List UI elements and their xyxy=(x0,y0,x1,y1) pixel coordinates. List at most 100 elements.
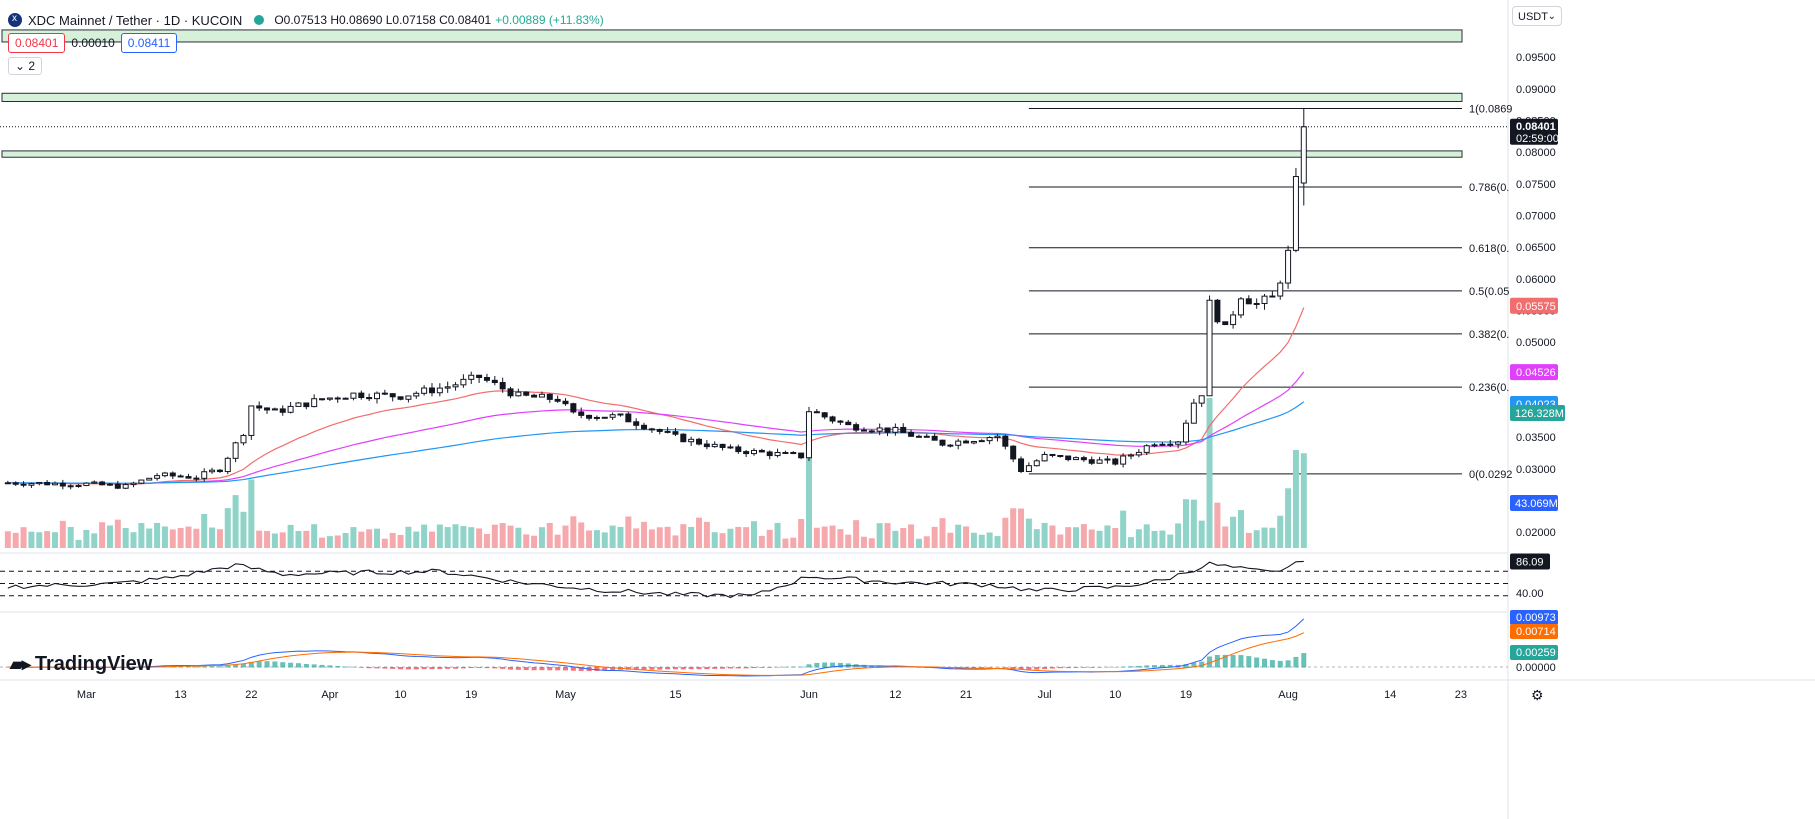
volume-bar xyxy=(319,537,326,548)
volume-bar xyxy=(829,525,836,548)
candle-body xyxy=(625,413,632,423)
candle-body xyxy=(20,483,27,486)
quote-row: 0.08401 0.00010 0.08411 xyxy=(8,33,178,53)
macd-histogram-bar xyxy=(1010,667,1016,669)
macd-histogram-bar xyxy=(1159,664,1165,668)
volume-bar xyxy=(1222,526,1229,548)
macd-histogram-bar xyxy=(602,667,608,671)
candle-body xyxy=(915,435,922,438)
rsi-value-label: 86.09 xyxy=(1516,556,1544,568)
macd-histogram-bar xyxy=(193,666,199,668)
volume-bar xyxy=(617,526,624,548)
macd-histogram-bar xyxy=(1049,667,1055,669)
volume-bar xyxy=(334,535,341,548)
volume-bar xyxy=(59,520,66,548)
macd-histogram-bar xyxy=(1057,667,1063,669)
candle-body xyxy=(75,485,82,488)
chart-header: XDC Mainnet / Tether · 1D · KUCOIN O0.07… xyxy=(8,9,604,31)
volume-bar xyxy=(209,527,216,548)
gear-icon[interactable]: ⚙ xyxy=(1531,687,1544,703)
candle-body xyxy=(130,482,137,486)
macd-histogram-bar xyxy=(1277,660,1283,668)
candle-body xyxy=(1253,302,1260,305)
macd-histogram-bar xyxy=(358,667,364,668)
candle-body xyxy=(413,392,420,397)
volume-bar xyxy=(271,533,278,548)
macd-histogram-bar xyxy=(672,667,678,670)
candle-body xyxy=(970,441,977,444)
candle-body xyxy=(955,440,962,446)
currency-select[interactable]: USDT ⌄ xyxy=(1512,6,1562,26)
candle-body xyxy=(837,420,844,423)
candle-body xyxy=(342,397,349,400)
indicators-toggle-button[interactable]: ⌄ 2 xyxy=(8,57,43,75)
sell-price-button[interactable]: 0.08401 xyxy=(8,33,66,53)
macd-histogram-bar xyxy=(1026,667,1032,670)
volume-bar xyxy=(397,534,404,548)
x-tick-label: 12 xyxy=(889,689,901,701)
macd-histogram-bar xyxy=(720,667,726,669)
candle-body xyxy=(672,431,679,435)
candle-body xyxy=(868,430,875,433)
volume-bar xyxy=(1104,525,1111,548)
y-tick-label: 0.06000 xyxy=(1516,274,1556,286)
macd-histogram-bar xyxy=(484,667,490,669)
resistance-zone xyxy=(1,150,1463,158)
candle-body xyxy=(1033,460,1040,467)
macd-histogram-bar xyxy=(1167,664,1173,668)
candle-body xyxy=(12,482,19,485)
volume-bar xyxy=(1175,523,1182,548)
candle-body xyxy=(201,471,208,479)
macd-histogram-bar xyxy=(421,667,427,670)
resistance-zone xyxy=(1,29,1463,43)
macd-histogram-bar xyxy=(178,666,184,668)
macd-histogram-bar xyxy=(1081,667,1087,668)
volume-bar xyxy=(1253,530,1260,548)
candle-body xyxy=(1206,299,1213,397)
candle-body xyxy=(664,430,671,433)
volume-bar xyxy=(1065,527,1072,548)
buy-price-button[interactable]: 0.08411 xyxy=(120,33,178,53)
candle-body xyxy=(1277,282,1284,297)
candle-body xyxy=(743,451,750,455)
candle-body xyxy=(601,416,608,419)
candle-body xyxy=(319,398,326,401)
candle-body xyxy=(311,398,318,408)
candle-body xyxy=(507,388,514,397)
macd-histogram-bar xyxy=(759,667,765,668)
volume-bar xyxy=(224,508,231,548)
volume-bar xyxy=(664,526,671,548)
volume-bar xyxy=(201,513,208,548)
macd-histogram-bar xyxy=(539,667,545,671)
macd-histogram-bar xyxy=(1120,666,1126,668)
volume-bar xyxy=(939,518,946,548)
volume-bar xyxy=(114,519,121,548)
fib-level-label: 0.618(0. xyxy=(1469,243,1509,255)
volume-bar xyxy=(193,528,200,548)
ma-value-label: 0.05575 xyxy=(1516,301,1556,313)
volume-bar xyxy=(44,531,51,548)
candle-body xyxy=(1002,435,1009,447)
volume-bar xyxy=(774,522,781,548)
macd-histogram-bar xyxy=(186,666,191,668)
symbol-title[interactable]: XDC Mainnet / Tether · 1D · KUCOIN xyxy=(28,12,243,28)
candle-body xyxy=(1261,295,1268,304)
volume-bar xyxy=(963,526,970,548)
candle-body xyxy=(845,421,852,426)
volume-bar xyxy=(1120,510,1127,548)
candle-body xyxy=(774,451,781,457)
macd-histogram-bar xyxy=(1183,664,1189,668)
rsi-line xyxy=(7,560,1304,599)
rsi-level-label: 40.00 xyxy=(1516,588,1544,600)
volume-bar xyxy=(1261,527,1268,548)
candle-body xyxy=(656,429,663,432)
macd-histogram-bar xyxy=(987,667,993,668)
volume-bar xyxy=(358,531,365,548)
volume-bar xyxy=(805,426,812,548)
volume-bar xyxy=(36,532,43,548)
volume-bar xyxy=(790,537,797,548)
volume-bar xyxy=(1269,527,1276,548)
candle-body xyxy=(790,452,797,455)
y-tick-label: 0.09500 xyxy=(1516,52,1556,64)
